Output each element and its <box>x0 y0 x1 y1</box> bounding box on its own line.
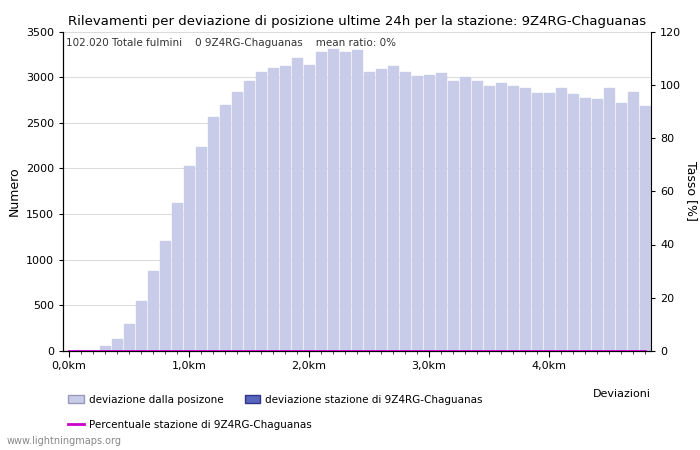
Bar <box>256 72 266 351</box>
Bar <box>328 49 338 351</box>
Bar <box>376 69 386 351</box>
Text: Deviazioni: Deviazioni <box>593 389 651 399</box>
Bar <box>148 270 158 351</box>
Text: 102.020 Totale fulmini    0 9Z4RG-Chaguanas    mean ratio: 0%: 102.020 Totale fulmini 0 9Z4RG-Chaguanas… <box>66 38 396 48</box>
Bar <box>208 117 218 351</box>
Bar <box>160 242 170 351</box>
Bar <box>220 105 230 351</box>
Bar <box>640 106 650 351</box>
Bar <box>232 92 241 351</box>
Bar <box>136 301 146 351</box>
Bar <box>389 66 398 351</box>
Y-axis label: Tasso [%]: Tasso [%] <box>685 161 698 221</box>
Bar <box>124 324 134 351</box>
Bar <box>473 81 482 351</box>
Bar <box>556 88 566 351</box>
Bar <box>364 72 374 351</box>
Bar <box>424 75 434 351</box>
Bar <box>568 94 578 351</box>
Bar <box>496 83 506 351</box>
Bar <box>244 81 254 351</box>
Bar <box>544 93 554 351</box>
Bar <box>184 166 194 351</box>
Title: Rilevamenti per deviazione di posizione ultime 24h per la stazione: 9Z4RG-Chagua: Rilevamenti per deviazione di posizione … <box>68 14 646 27</box>
Bar <box>352 50 362 351</box>
Bar <box>304 65 314 351</box>
Bar <box>508 86 518 351</box>
Bar <box>196 148 206 351</box>
Bar <box>532 93 542 351</box>
Bar <box>592 99 602 351</box>
Bar <box>520 88 530 351</box>
Text: www.lightningmaps.org: www.lightningmaps.org <box>7 436 122 446</box>
Bar <box>340 52 350 351</box>
Bar <box>628 92 638 351</box>
Y-axis label: Numero: Numero <box>7 166 20 216</box>
Bar <box>616 103 626 351</box>
Bar <box>448 81 458 351</box>
Legend: Percentuale stazione di 9Z4RG-Chaguanas: Percentuale stazione di 9Z4RG-Chaguanas <box>68 420 312 430</box>
Bar <box>316 52 326 351</box>
Bar <box>580 98 590 351</box>
Bar <box>268 68 278 351</box>
Bar <box>280 66 290 351</box>
Bar <box>412 76 422 351</box>
Bar <box>436 73 446 351</box>
Bar <box>100 346 110 351</box>
Bar <box>172 203 182 351</box>
Bar <box>460 77 470 351</box>
Bar <box>292 58 302 351</box>
Bar <box>112 339 122 351</box>
Bar <box>484 86 494 351</box>
Bar <box>400 72 410 351</box>
Bar <box>604 88 614 351</box>
